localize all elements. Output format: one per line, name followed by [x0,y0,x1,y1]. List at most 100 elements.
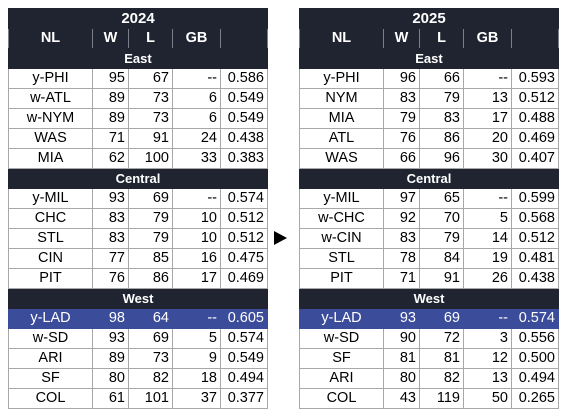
team-cell: SF [299,348,384,369]
losses-cell: 82 [128,368,173,389]
games-behind-cell: -- [463,308,512,329]
division-header-row: East [299,48,559,69]
standings-table-2024: 2024 NL W L GB East y-PHI 95 67 -- 0.586 w-ATL 89 73 6… [8,8,268,409]
losses-cell: 65 [419,188,464,209]
division-header-row: West [299,288,559,309]
losses-cell: 67 [128,68,173,89]
team-cell: STL [299,248,384,269]
wins-cell: 93 [92,328,129,349]
team-cell: w-SD [299,328,384,349]
table-row: y-MIL 97 65 -- 0.599 [299,188,559,209]
win-pct-cell: 0.512 [220,228,268,249]
losses-cell: 119 [419,388,464,409]
games-behind-cell: 14 [463,228,512,249]
games-behind-cell: -- [463,188,512,209]
losses-cell: 91 [419,268,464,289]
wins-cell: 71 [383,268,420,289]
team-cell: NYM [299,88,384,109]
table-row: CHC 83 79 10 0.512 [8,208,268,229]
wins-cell: 93 [383,308,420,329]
column-header: GB [172,28,221,49]
win-pct-cell: 0.574 [511,308,559,329]
wins-cell: 78 [383,248,420,269]
team-cell: COL [8,388,93,409]
division-name: East [299,48,559,69]
standings-table-2025: 2025 NL W L GB East y-PHI 96 66 -- 0.593 NYM 83 79 13 0… [299,8,559,409]
table-row: SF 80 82 18 0.494 [8,368,268,389]
losses-cell: 85 [128,248,173,269]
games-behind-cell: 17 [172,268,221,289]
win-pct-cell: 0.574 [220,188,268,209]
team-cell: PIT [299,268,384,289]
team-cell: y-PHI [299,68,384,89]
column-header-row: NL W L GB [299,28,559,49]
losses-cell: 101 [128,388,173,409]
wins-cell: 95 [92,68,129,89]
table-row: COL 43 119 50 0.265 [299,388,559,409]
table-row: w-NYM 89 73 6 0.549 [8,108,268,129]
win-pct-cell: 0.494 [511,368,559,389]
table-row: PIT 76 86 17 0.469 [8,268,268,289]
table-row: PIT 71 91 26 0.438 [299,268,559,289]
losses-cell: 73 [128,108,173,129]
column-header: L [128,28,173,49]
team-cell: y-LAD [8,308,93,329]
losses-cell: 69 [128,188,173,209]
team-cell: y-PHI [8,68,93,89]
team-cell: ARI [8,348,93,369]
table-row: ATL 76 86 20 0.469 [299,128,559,149]
win-pct-cell: 0.593 [511,68,559,89]
table-row: w-ATL 89 73 6 0.549 [8,88,268,109]
games-behind-cell: 9 [172,348,221,369]
team-cell: SF [8,368,93,389]
wins-cell: 76 [92,268,129,289]
team-cell: y-MIL [8,188,93,209]
win-pct-cell: 0.407 [511,148,559,169]
year-title: 2025 [299,8,559,29]
win-pct-cell: 0.574 [220,328,268,349]
win-pct-cell: 0.265 [511,388,559,409]
win-pct-cell: 0.377 [220,388,268,409]
division-header-row: Central [299,168,559,189]
win-pct-cell: 0.494 [220,368,268,389]
team-cell: MIA [299,108,384,129]
win-pct-cell: 0.475 [220,248,268,269]
wins-cell: 76 [383,128,420,149]
win-pct-cell: 0.488 [511,108,559,129]
team-cell: w-SD [8,328,93,349]
wins-cell: 62 [92,148,129,169]
column-header [511,28,559,49]
wins-cell: 43 [383,388,420,409]
team-cell: WAS [8,128,93,149]
win-pct-cell: 0.512 [511,88,559,109]
losses-cell: 70 [419,208,464,229]
table-row: COL 61 101 37 0.377 [8,388,268,409]
win-pct-cell: 0.469 [511,128,559,149]
wins-cell: 81 [383,348,420,369]
team-cell: COL [299,388,384,409]
year-header-row: 2025 [299,8,559,29]
team-cell: CHC [8,208,93,229]
table-row: MIA 79 83 17 0.488 [299,108,559,129]
games-behind-cell: 3 [463,328,512,349]
wins-cell: 93 [92,188,129,209]
division-name: West [8,288,268,309]
win-pct-cell: 0.500 [511,348,559,369]
wins-cell: 77 [92,248,129,269]
team-cell: w-ATL [8,88,93,109]
column-header: L [419,28,464,49]
losses-cell: 69 [419,308,464,329]
wins-cell: 90 [383,328,420,349]
wins-cell: 83 [92,208,129,229]
wins-cell: 89 [92,108,129,129]
division-header-row: East [8,48,268,69]
team-cell: w-NYM [8,108,93,129]
games-behind-cell: -- [463,68,512,89]
wins-cell: 89 [92,88,129,109]
table-row: w-CIN 83 79 14 0.512 [299,228,559,249]
losses-cell: 79 [128,228,173,249]
win-pct-cell: 0.549 [220,108,268,129]
games-behind-cell: 6 [172,108,221,129]
wins-cell: 66 [383,148,420,169]
division-header-row: Central [8,168,268,189]
